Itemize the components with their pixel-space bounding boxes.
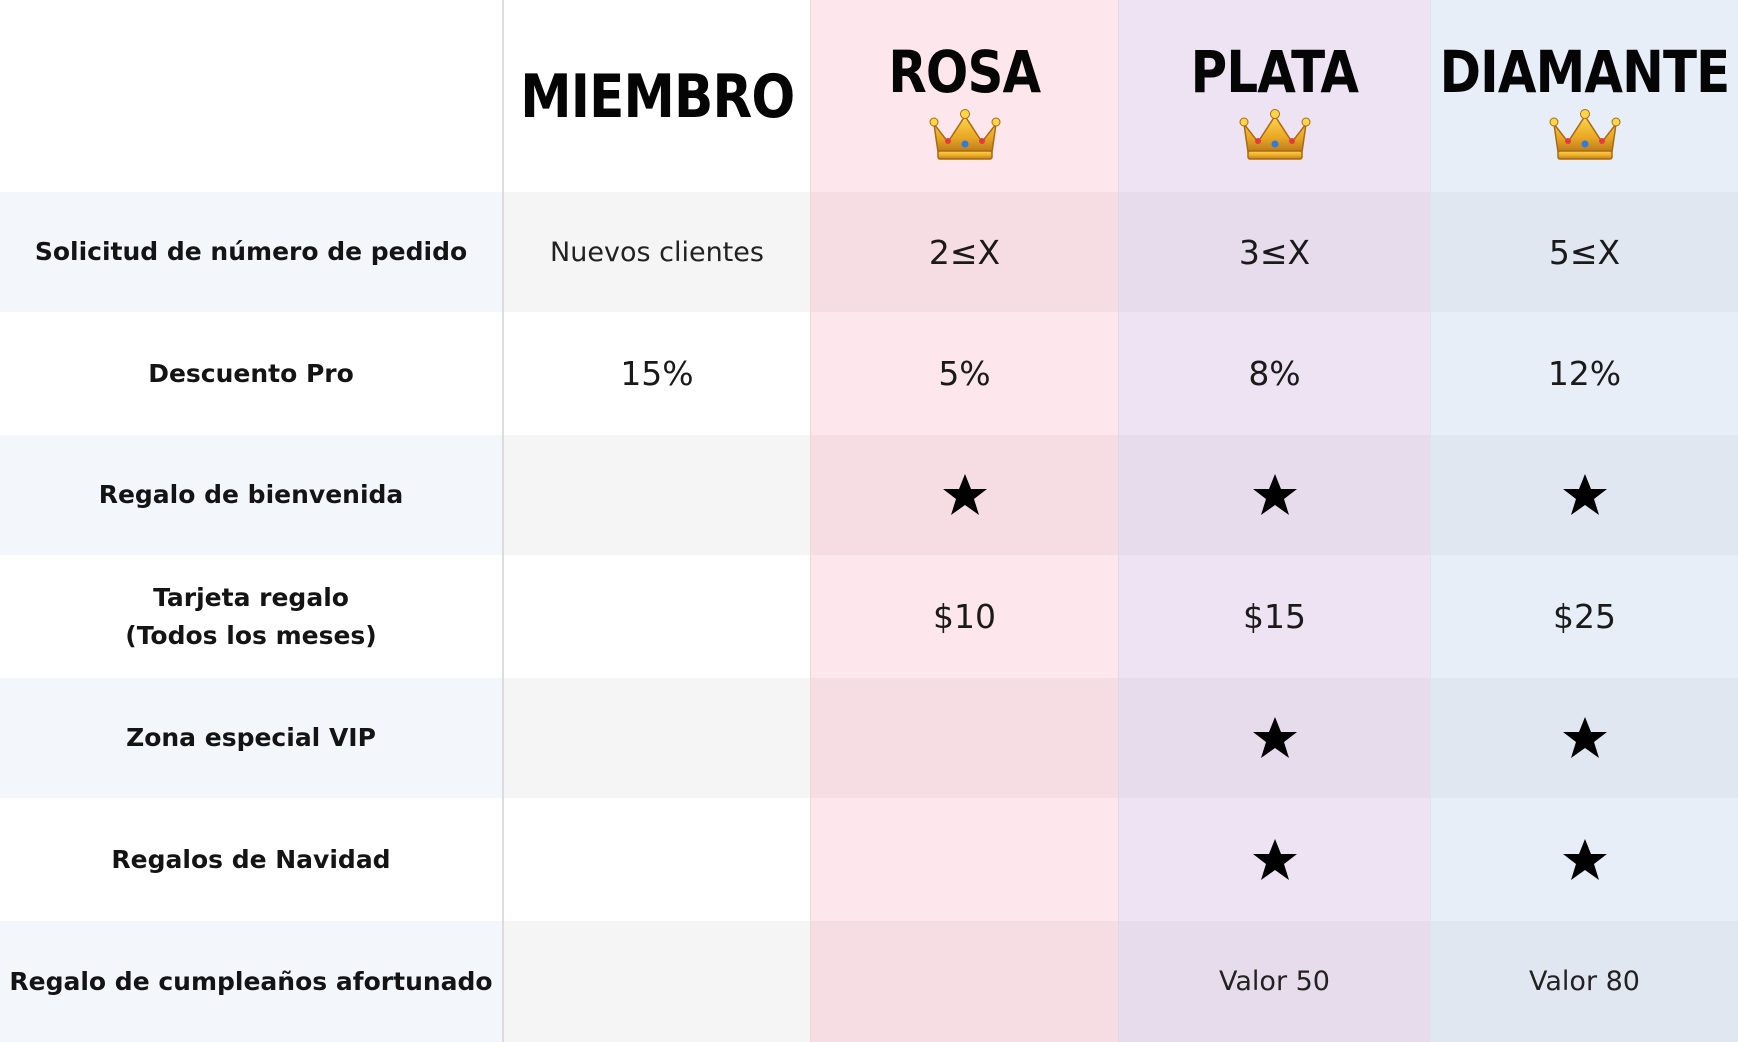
tier-name: PLATA bbox=[1190, 38, 1359, 106]
cell-rosa bbox=[810, 798, 1118, 921]
cell-miembro bbox=[502, 921, 810, 1042]
cell-value: 8% bbox=[1248, 354, 1301, 393]
star-icon bbox=[1252, 838, 1297, 880]
cell-value: 2≤X bbox=[928, 232, 1001, 272]
header-empty-cell bbox=[0, 0, 502, 192]
tier-header-rosa: ROSA bbox=[810, 0, 1118, 192]
star-icon bbox=[1562, 474, 1607, 515]
cell-miembro bbox=[502, 555, 810, 678]
tier-header-plata: PLATA bbox=[1118, 0, 1430, 192]
cell-diamante: Valor 80 bbox=[1430, 921, 1738, 1042]
cell-miembro bbox=[502, 678, 810, 798]
cell-miembro: 15% bbox=[502, 312, 810, 435]
tier-name: ROSA bbox=[888, 38, 1042, 106]
cell-value: 5% bbox=[938, 354, 991, 393]
cell-value: 3≤X bbox=[1238, 232, 1311, 272]
row-label: Regalo de cumpleaños afortunado bbox=[9, 966, 493, 996]
cell-diamante: 12% bbox=[1430, 312, 1738, 435]
cell-plata: 3≤X bbox=[1118, 192, 1430, 312]
star-icon bbox=[1562, 838, 1607, 880]
row-label-cell: Regalo de cumpleaños afortunado bbox=[0, 921, 502, 1042]
row-label-cell: Tarjeta regalo (Todos los meses) bbox=[0, 555, 502, 678]
cell-rosa bbox=[810, 678, 1118, 798]
crown-icon bbox=[1238, 108, 1311, 160]
row-label: Tarjeta regalo (Todos los meses) bbox=[125, 582, 377, 650]
cell-rosa bbox=[810, 435, 1118, 555]
cell-value: 15% bbox=[620, 354, 694, 393]
cell-miembro bbox=[502, 435, 810, 555]
crown-icon bbox=[928, 108, 1001, 160]
cell-value: 5≤X bbox=[1548, 232, 1621, 272]
cell-plata bbox=[1118, 435, 1430, 555]
cell-plata bbox=[1118, 798, 1430, 921]
cell-diamante: 5≤X bbox=[1430, 192, 1738, 312]
row-label: Solicitud de número de pedido bbox=[34, 237, 468, 266]
row-label-cell: Regalos de Navidad bbox=[0, 798, 502, 921]
cell-plata: $15 bbox=[1118, 555, 1430, 678]
cell-rosa: 5% bbox=[810, 312, 1118, 435]
cell-plata bbox=[1118, 678, 1430, 798]
row-label: Zona especial VIP bbox=[126, 723, 376, 752]
star-icon bbox=[1252, 474, 1297, 515]
row-label-cell: Descuento Pro bbox=[0, 312, 502, 435]
row-label-cell: Solicitud de número de pedido bbox=[0, 192, 502, 312]
cell-diamante bbox=[1430, 435, 1738, 555]
cell-value: Valor 50 bbox=[1219, 966, 1330, 997]
cell-plata: 8% bbox=[1118, 312, 1430, 435]
tier-header-diamante: DIAMANTE bbox=[1430, 0, 1738, 192]
star-icon bbox=[1562, 717, 1607, 758]
tier-header-miembro: MIEMBRO bbox=[502, 0, 810, 192]
row-label-cell: Regalo de bienvenida bbox=[0, 435, 502, 555]
cell-value: $15 bbox=[1243, 597, 1306, 636]
star-icon bbox=[942, 474, 987, 515]
star-icon bbox=[1252, 717, 1297, 758]
cell-diamante: $25 bbox=[1430, 555, 1738, 678]
cell-rosa: $10 bbox=[810, 555, 1118, 678]
cell-value: $25 bbox=[1553, 597, 1616, 636]
row-label: Regalo de bienvenida bbox=[98, 480, 404, 509]
crown-icon bbox=[1548, 108, 1621, 160]
cell-rosa bbox=[810, 921, 1118, 1042]
tier-name: DIAMANTE bbox=[1439, 38, 1731, 106]
cell-diamante bbox=[1430, 798, 1738, 921]
cell-rosa: 2≤X bbox=[810, 192, 1118, 312]
cell-value: Valor 80 bbox=[1529, 966, 1640, 997]
cell-miembro bbox=[502, 798, 810, 921]
row-label: Regalos de Navidad bbox=[111, 844, 391, 874]
row-label-cell: Zona especial VIP bbox=[0, 678, 502, 798]
cell-miembro: Nuevos clientes bbox=[502, 192, 810, 312]
cell-value: 12% bbox=[1547, 354, 1622, 393]
row-label: Descuento Pro bbox=[148, 358, 354, 388]
tier-name: MIEMBRO bbox=[519, 62, 795, 132]
cell-diamante bbox=[1430, 678, 1738, 798]
cell-plata: Valor 50 bbox=[1118, 921, 1430, 1042]
cell-value: Nuevos clientes bbox=[550, 236, 764, 268]
cell-value: $10 bbox=[933, 597, 996, 636]
